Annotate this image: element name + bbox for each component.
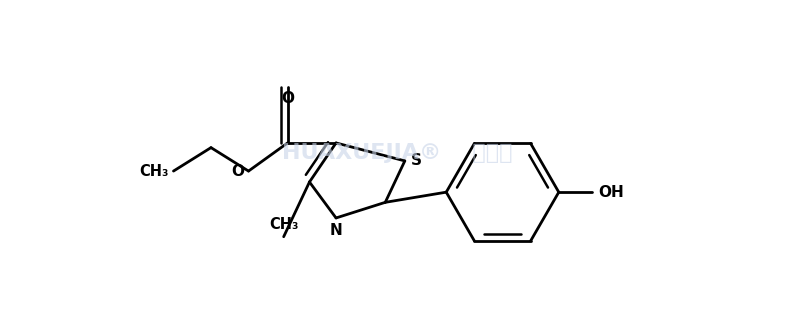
Text: OH: OH	[598, 185, 623, 200]
Text: N: N	[330, 223, 342, 238]
Text: CH₃: CH₃	[140, 164, 169, 179]
Text: HUAXUEJIA®    化学加: HUAXUEJIA® 化学加	[282, 143, 512, 163]
Text: S: S	[411, 154, 422, 168]
Text: O: O	[231, 164, 244, 179]
Text: CH₃: CH₃	[269, 217, 299, 232]
Text: O: O	[281, 91, 294, 106]
